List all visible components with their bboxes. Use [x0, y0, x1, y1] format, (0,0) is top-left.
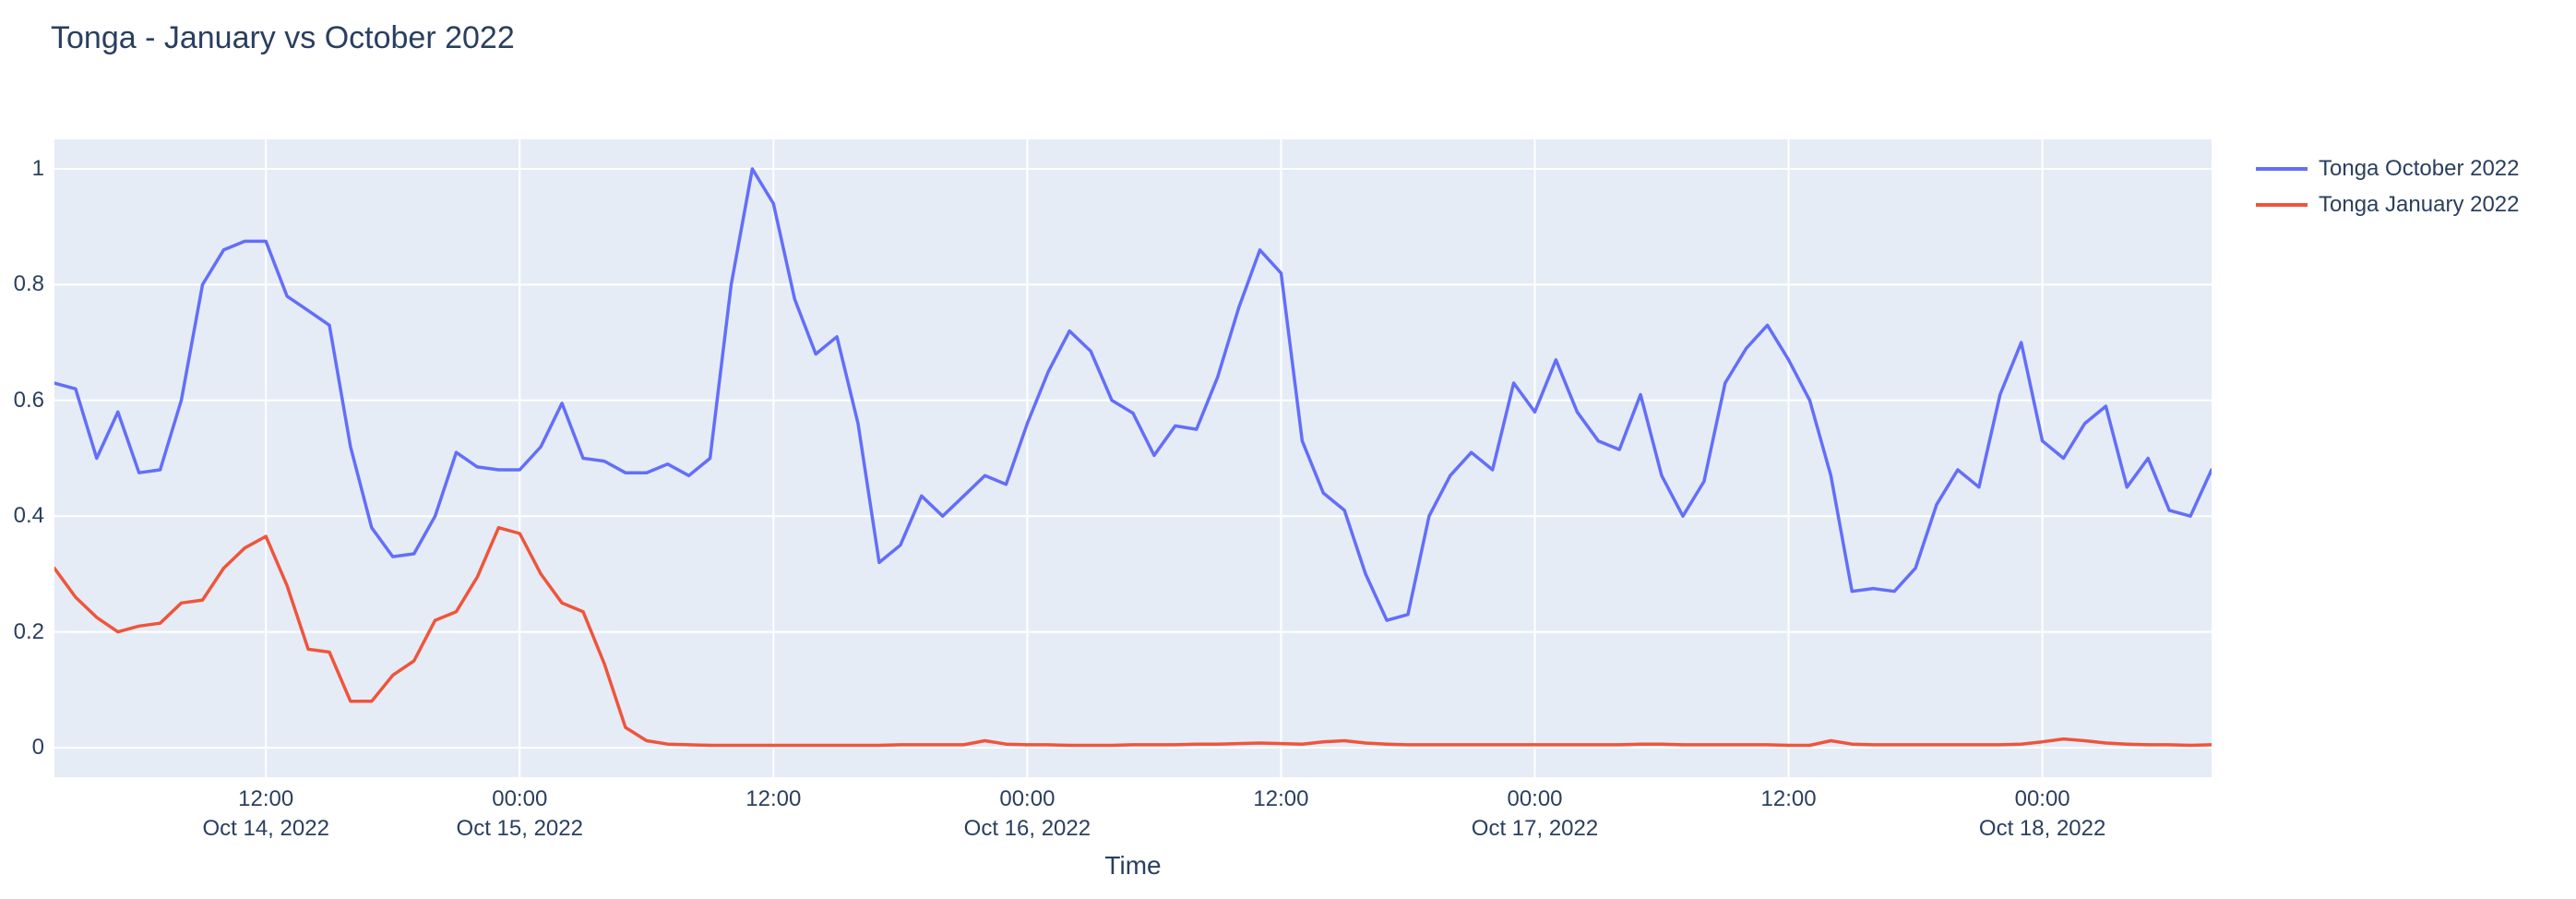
x-tick-time-label: 12:00: [745, 786, 802, 811]
x-tick-date-label: Oct 17, 2022: [1471, 816, 1599, 841]
x-tick-time-label: 12:00: [1253, 786, 1309, 811]
x-tick-time-label: 00:00: [492, 786, 548, 811]
chart-canvas[interactable]: [53, 139, 2213, 777]
plot-area[interactable]: [53, 139, 2213, 782]
plot-background: [54, 139, 2212, 777]
x-tick-time-label: 12:00: [238, 786, 294, 811]
x-tick-date-label: Oct 16, 2022: [963, 816, 1091, 841]
series-line-tonga-january-2022[interactable]: [53, 525, 2213, 748]
x-tick-date-label: Oct 14, 2022: [202, 816, 329, 841]
legend-line-swatch: [2256, 166, 2308, 171]
y-tick-label: 0.4: [13, 503, 44, 529]
chart-title: Tonga - January vs October 2022: [51, 20, 515, 55]
legend-line-swatch: [2256, 202, 2308, 207]
x-tick-date-label: Oct 15, 2022: [456, 816, 583, 841]
x-tick-time-label: 12:00: [1760, 786, 1817, 811]
series-line-tonga-october-2022[interactable]: [53, 167, 2213, 622]
y-tick-label: 0.6: [13, 387, 44, 413]
y-tick-label: 0.2: [13, 618, 44, 644]
legend-item-tonga-october-2022[interactable]: Tonga October 2022: [2256, 150, 2520, 186]
y-tick-label: 0.8: [13, 271, 44, 297]
x-tick-time-label: 00:00: [2014, 786, 2070, 811]
y-tick-label: 1: [31, 156, 44, 181]
x-tick-time-label: 00:00: [1507, 786, 1563, 811]
x-tick-date-label: Oct 18, 2022: [1978, 816, 2106, 841]
legend-label: Tonga October 2022: [2319, 155, 2520, 181]
legend-label: Tonga January 2022: [2319, 191, 2520, 217]
legend: Tonga October 2022 Tonga January 2022: [2256, 150, 2520, 222]
y-tick-label: 0: [31, 735, 44, 760]
x-axis-title: Time: [1104, 851, 1162, 880]
x-tick-time-label: 00:00: [999, 786, 1055, 811]
legend-item-tonga-january-2022[interactable]: Tonga January 2022: [2256, 186, 2520, 222]
